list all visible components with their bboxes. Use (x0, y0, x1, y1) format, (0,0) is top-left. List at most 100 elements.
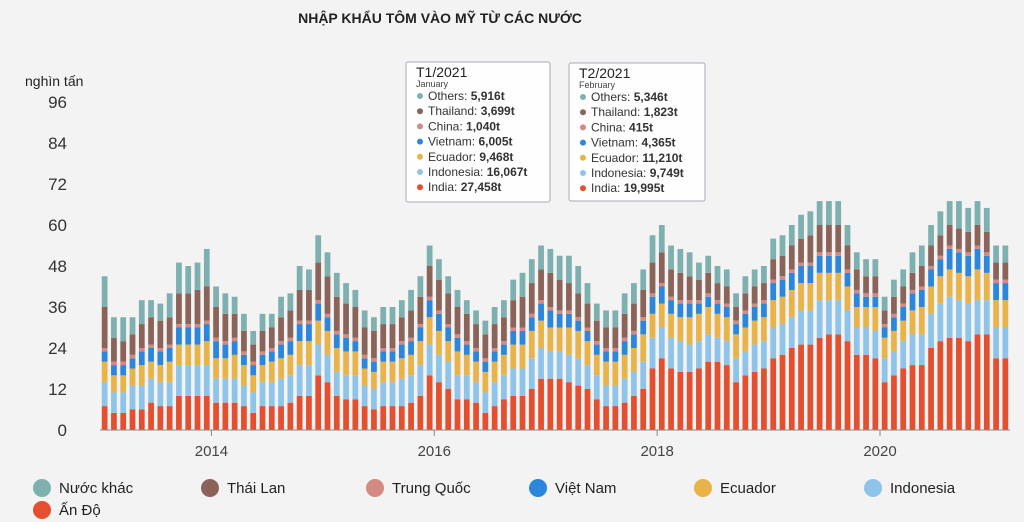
bar-segment (361, 368, 368, 386)
bar-segment (482, 320, 489, 335)
bar-segment (965, 255, 972, 277)
tooltip-box (568, 62, 706, 202)
tooltip-row: Vietnam: 6,005t (428, 135, 513, 149)
bar-segment (798, 214, 804, 239)
bar-segment (185, 327, 192, 345)
bar-segment (129, 354, 136, 359)
bar-segment (259, 330, 266, 352)
bar-segment (241, 406, 247, 430)
bar-segment (361, 327, 368, 355)
bar-segment (974, 225, 981, 246)
bar-segment (454, 399, 461, 430)
bar-segment (417, 296, 424, 325)
bar-segment (807, 262, 814, 266)
bar-segment (983, 252, 990, 256)
legend: Nước khác Thái Lan Trung Quốc Việt Nam Ecuad… (33, 479, 956, 519)
bar-segment (473, 361, 479, 383)
bar-segment (250, 392, 257, 413)
tooltip-row: Thailand: 3,699t (428, 104, 515, 118)
bar-segment (148, 344, 154, 348)
bar-segment (668, 313, 674, 338)
bar-segment (807, 266, 814, 284)
bar-segment (974, 300, 981, 335)
bar-segment (807, 211, 814, 236)
bar-segment (501, 375, 507, 400)
bar-segment (120, 412, 127, 430)
bar-segment (640, 320, 647, 335)
bar-segment (853, 293, 860, 307)
bar-segment (371, 409, 377, 430)
bar-segment (983, 334, 990, 430)
bar-segment (863, 354, 869, 430)
bar-segment (974, 334, 981, 430)
bar-segment (436, 313, 442, 331)
bar-segment (361, 310, 368, 328)
bar-segment (1002, 327, 1009, 359)
bar-segment (770, 327, 777, 359)
bar-segment (417, 395, 424, 430)
bar-segment (909, 252, 916, 273)
bar-segment (584, 389, 591, 430)
bar-segment (956, 228, 962, 249)
bar-segment (454, 289, 461, 307)
bar-segment (575, 317, 582, 321)
bar-segment (194, 327, 201, 345)
bar-segment (696, 368, 702, 430)
bar-segment (668, 337, 674, 369)
bar-segment (956, 252, 962, 273)
bar-segment (993, 327, 999, 359)
bar-segment (826, 272, 832, 301)
bar-segment (101, 351, 108, 362)
bar-segment (983, 300, 990, 335)
bar-segment (547, 351, 554, 379)
bar-segment (138, 300, 145, 325)
bar-segment (612, 361, 619, 386)
bar-segment (491, 351, 498, 362)
bar-segment (398, 317, 405, 342)
bar-segment (296, 395, 303, 430)
bar-segment (343, 283, 349, 304)
bar-segment (250, 412, 257, 430)
bar-segment (835, 252, 842, 256)
bar-segment (315, 300, 322, 304)
bar-segment (111, 392, 117, 413)
bar-segment (714, 300, 721, 304)
bar-segment (612, 406, 619, 430)
bar-segment (473, 348, 479, 352)
bar-segment (640, 389, 647, 430)
bar-segment (584, 327, 591, 331)
bar-segment (658, 327, 665, 359)
bar-segment (268, 327, 275, 348)
bar-segment (928, 269, 934, 287)
bar-segment (222, 341, 229, 345)
tooltip-row: India: 19,995t (591, 181, 664, 195)
bar-segment (770, 300, 777, 328)
bar-segment (231, 354, 238, 379)
bar-segment (148, 300, 154, 318)
bar-segment (120, 365, 127, 376)
bar-segment (761, 266, 767, 284)
tooltip-dot (580, 109, 586, 116)
bar-segment (603, 327, 609, 348)
x-tick-label: 2014 (195, 443, 228, 460)
bar-segment (324, 276, 331, 314)
bar-segment (723, 307, 730, 318)
bar-segment (965, 341, 972, 430)
bar-segment (445, 324, 452, 328)
bar-segment (361, 385, 368, 407)
bar-segment (129, 385, 136, 410)
bar-segment (510, 330, 517, 345)
bar-segment (250, 375, 257, 393)
bar-segment (872, 330, 879, 359)
bar-segment (333, 330, 340, 335)
tooltip-row: Ecuador: 11,210t (591, 151, 682, 165)
bar-segment (983, 272, 990, 301)
bar-segment (231, 402, 238, 430)
bar-segment (463, 300, 470, 314)
bar-segment (668, 296, 674, 301)
bar-segment (621, 402, 628, 430)
bar-segment (593, 341, 600, 345)
bar-segment (426, 300, 433, 318)
bar-segment (593, 344, 600, 355)
